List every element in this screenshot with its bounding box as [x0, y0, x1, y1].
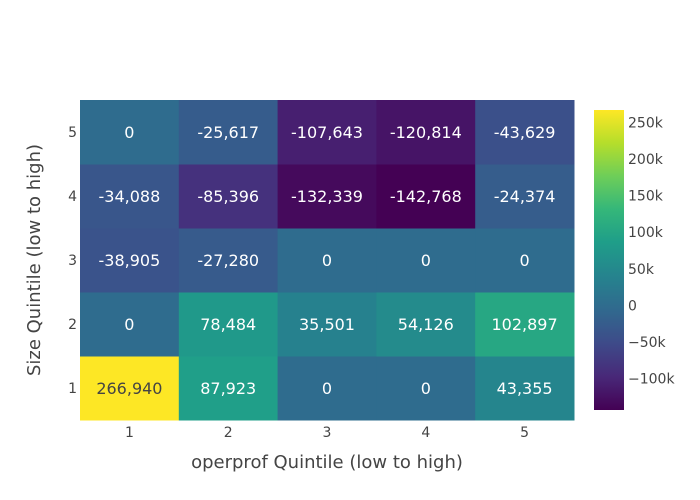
heatmap-cell-label: 0 — [322, 251, 332, 270]
heatmap-cells — [80, 100, 575, 421]
heatmap-cell — [376, 228, 476, 293]
heatmap-cell — [475, 228, 575, 293]
heatmap-cell — [376, 356, 476, 421]
colorbar-tick-label: 100k — [628, 225, 664, 241]
heatmap-cell-label: -43,629 — [494, 123, 556, 142]
heatmap-cell — [178, 292, 279, 357]
heatmap-cell-label: -107,643 — [291, 123, 363, 142]
colorbar-ticks: 250k 200k 150k 100k 50k 0 −50k −100k — [628, 115, 675, 387]
heatmap-cell — [475, 292, 575, 357]
heatmap-cell-label: -25,617 — [197, 123, 259, 142]
heatmap-cell — [80, 292, 180, 357]
y-axis-ticks: 1 2 3 4 5 — [68, 125, 77, 397]
heatmap-cell-label: 102,897 — [492, 315, 558, 334]
colorbar-tick-label: −100k — [628, 372, 675, 388]
heatmap-cell-label: 0 — [421, 251, 431, 270]
x-tick-label: 2 — [224, 425, 233, 441]
heatmap-cell-label: 0 — [322, 379, 332, 398]
heatmap-cell-label: 87,923 — [200, 379, 256, 398]
heatmap-cell-label: -85,396 — [197, 187, 259, 206]
heatmap-cell-label: 0 — [421, 379, 431, 398]
heatmap-cell — [178, 356, 279, 421]
heatmap-cell-label: 0 — [124, 315, 134, 334]
heatmap-cell — [178, 100, 279, 165]
heatmap-cell-label: -142,768 — [390, 187, 462, 206]
x-axis-ticks: 1 2 3 4 5 — [125, 425, 529, 441]
heatmap-cell-label: 266,940 — [96, 379, 162, 398]
x-tick-label: 4 — [421, 425, 430, 441]
y-tick-label: 2 — [68, 317, 77, 333]
colorbar-tick-label: −50k — [628, 335, 667, 351]
heatmap-cell — [277, 164, 377, 229]
heatmap-cell — [376, 164, 476, 229]
heatmap-cell — [277, 228, 377, 293]
heatmap-cell-label: 43,355 — [497, 379, 553, 398]
x-tick-label: 5 — [520, 425, 529, 441]
y-axis-title: Size Quintile (low to high) — [24, 144, 45, 376]
heatmap-cell-label: 0 — [520, 251, 530, 270]
heatmap-cell-label: -38,905 — [99, 251, 161, 270]
y-tick-label: 4 — [68, 189, 77, 205]
y-tick-label: 5 — [68, 125, 77, 141]
y-tick-label: 1 — [68, 381, 77, 397]
heatmap-cell-label: 0 — [124, 123, 134, 142]
colorbar: 250k 200k 150k 100k 50k 0 −50k −100k — [594, 110, 675, 410]
heatmap-cell — [80, 356, 180, 421]
heatmap-cell-label: 78,484 — [200, 315, 256, 334]
x-axis-title: operprof Quintile (low to high) — [191, 452, 463, 473]
heatmap-cell-label: 54,126 — [398, 315, 454, 334]
heatmap-cell-label: -27,280 — [197, 251, 259, 270]
heatmap-cell-label: -24,374 — [494, 187, 556, 206]
heatmap-cell — [376, 292, 476, 357]
heatmap-cell-label: 35,501 — [299, 315, 355, 334]
x-tick-label: 1 — [125, 425, 134, 441]
heatmap-cell — [80, 164, 180, 229]
colorbar-tick-label: 250k — [628, 115, 664, 131]
heatmap-cell — [80, 100, 180, 165]
x-tick-label: 3 — [323, 425, 332, 441]
colorbar-gradient — [594, 110, 624, 410]
heatmap-cell — [376, 100, 476, 165]
heatmap-cell — [475, 356, 575, 421]
colorbar-tick-label: 200k — [628, 152, 664, 168]
heatmap-cell-label: -120,814 — [390, 123, 462, 142]
heatmap-cell — [475, 100, 575, 165]
heatmap-cell — [80, 228, 180, 293]
heatmap-cell — [277, 100, 377, 165]
heatmap-cell — [178, 164, 279, 229]
heatmap-cell-label: -34,088 — [99, 187, 161, 206]
heatmap-cell — [178, 228, 279, 293]
heatmap-cell-labels: 266,940 87,923 0 0 43,355 0 78,484 35,501 54,126… — [96, 123, 557, 398]
heatmap-cell-label: -132,339 — [291, 187, 363, 206]
heatmap-cell — [277, 292, 377, 357]
colorbar-tick-label: 0 — [628, 298, 637, 314]
heatmap-cell — [475, 164, 575, 229]
colorbar-tick-label: 150k — [628, 189, 664, 205]
y-tick-label: 3 — [68, 253, 77, 269]
colorbar-tick-label: 50k — [628, 262, 655, 278]
heatmap-cell — [277, 356, 377, 421]
